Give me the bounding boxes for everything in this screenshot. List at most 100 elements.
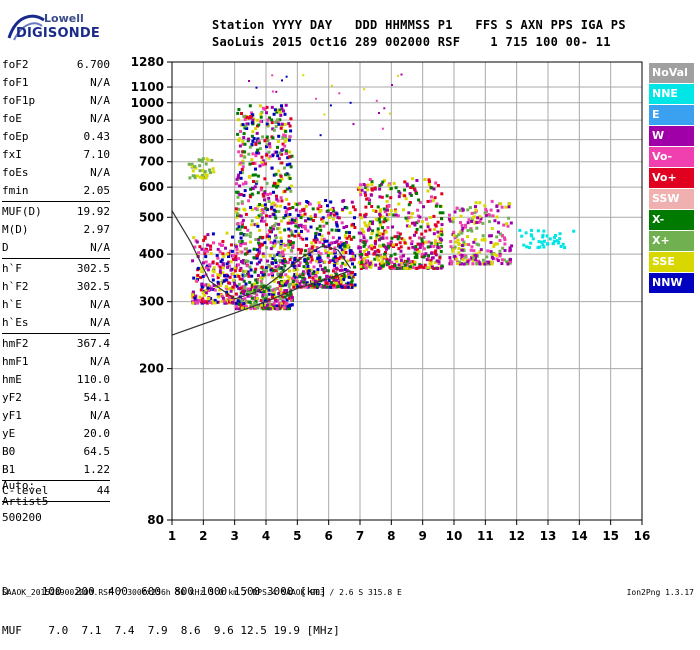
echo-point	[204, 273, 208, 277]
echo-point	[277, 222, 281, 226]
echo-point	[415, 221, 419, 225]
echo-point	[428, 180, 431, 184]
echo-point	[398, 266, 402, 270]
echo-point	[310, 245, 314, 249]
echo-point	[243, 126, 247, 130]
echo-point	[231, 285, 235, 289]
echo-point	[234, 210, 238, 214]
echo-point	[333, 267, 337, 271]
echo-point	[270, 166, 274, 170]
echo-point	[333, 241, 337, 244]
echo-point	[434, 224, 438, 228]
echo-point	[508, 246, 512, 250]
echo-point	[259, 188, 263, 192]
echo-point	[436, 267, 440, 270]
echo-point	[505, 260, 509, 264]
echo-point	[287, 307, 291, 311]
echo-point	[319, 258, 323, 262]
echo-point	[288, 282, 292, 286]
echo-point	[422, 266, 426, 270]
echo-point	[268, 230, 272, 234]
echo-point	[212, 266, 216, 270]
echo-point	[256, 274, 260, 277]
echo-point	[319, 284, 323, 288]
echo-point	[331, 236, 335, 240]
echo-point	[320, 267, 324, 271]
echo-point	[400, 73, 403, 76]
echo-point	[236, 222, 240, 225]
echo-point	[496, 209, 500, 213]
echo-point	[508, 261, 512, 265]
echo-point	[250, 158, 254, 162]
echo-point	[257, 214, 261, 218]
echo-point	[219, 260, 223, 264]
echo-point	[448, 256, 452, 260]
echo-point	[227, 294, 231, 298]
echo-point	[280, 107, 284, 111]
echo-point	[282, 242, 285, 246]
echo-point	[251, 130, 255, 134]
echo-point	[265, 153, 269, 157]
echo-point	[325, 274, 329, 278]
echo-point	[360, 227, 364, 231]
echo-point	[237, 297, 241, 301]
echo-point	[506, 262, 510, 266]
echo-point	[435, 243, 439, 246]
echo-point	[381, 226, 384, 230]
echo-point	[312, 270, 316, 274]
echo-point	[201, 291, 205, 295]
echo-point	[271, 227, 275, 231]
echo-point	[309, 260, 313, 264]
echo-point	[326, 213, 330, 217]
echo-point	[370, 247, 374, 251]
echo-point	[341, 199, 345, 203]
echo-point	[301, 237, 305, 241]
echo-point	[258, 203, 262, 206]
echo-point	[316, 271, 319, 274]
echo-point	[373, 186, 377, 190]
echo-point	[227, 281, 231, 285]
echo-point	[508, 202, 512, 206]
echo-point	[276, 118, 280, 122]
echo-point	[276, 145, 279, 149]
echo-point	[277, 264, 280, 268]
echo-point	[462, 240, 466, 244]
echo-point	[284, 213, 288, 217]
param-name: h`E	[2, 298, 22, 311]
echo-point	[275, 110, 279, 114]
echo-point	[378, 266, 382, 270]
echo-point	[283, 189, 287, 193]
echo-point	[276, 253, 280, 257]
echo-point	[313, 213, 317, 217]
echo-point	[453, 255, 457, 258]
echo-point	[284, 130, 288, 133]
echo-point	[298, 281, 302, 285]
echo-point	[390, 260, 394, 264]
x-tick-label: 12	[508, 529, 525, 543]
echo-point	[490, 260, 494, 264]
echo-point	[429, 265, 433, 269]
echo-point	[289, 298, 293, 302]
echo-point	[208, 263, 212, 267]
echo-point	[507, 205, 511, 209]
echo-point	[244, 304, 248, 308]
echo-point	[427, 254, 430, 258]
echo-point	[190, 162, 194, 166]
echo-point	[478, 220, 482, 223]
echo-point	[362, 230, 366, 234]
echo-point	[375, 236, 379, 240]
echo-point	[239, 214, 243, 218]
echo-point	[243, 289, 246, 293]
echo-point	[330, 251, 334, 255]
echo-point	[253, 302, 256, 306]
echo-point	[335, 240, 339, 244]
echo-point	[274, 265, 278, 269]
echo-point	[209, 247, 212, 251]
echo-point	[403, 194, 407, 198]
echo-point	[461, 226, 465, 230]
echo-point	[280, 199, 284, 203]
echo-point	[365, 224, 369, 228]
echo-point	[488, 234, 492, 238]
param-value: N/A	[90, 112, 110, 125]
echo-point	[216, 273, 220, 277]
